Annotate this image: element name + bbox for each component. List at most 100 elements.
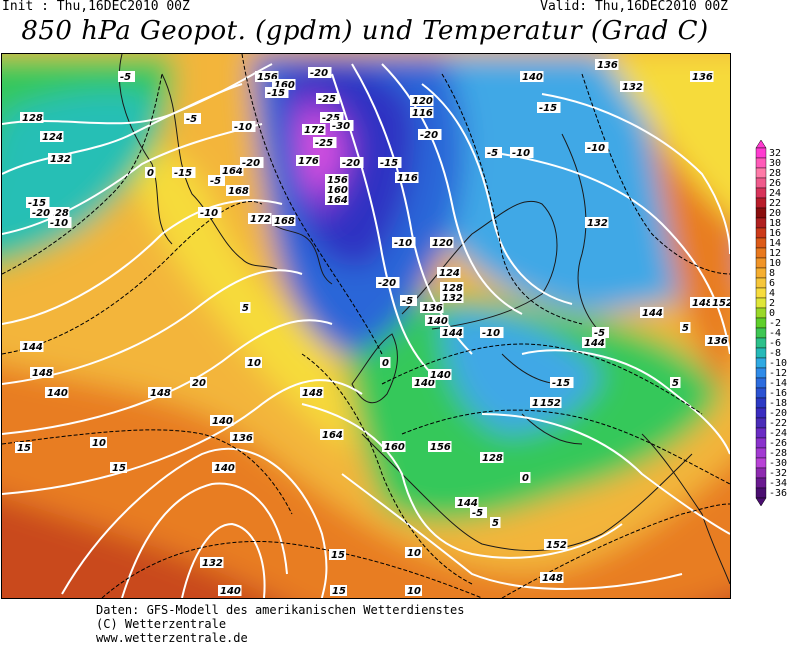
- temperature-label: 5: [490, 517, 501, 529]
- height-label-text: 152: [546, 540, 567, 551]
- temperature-label-bg: [405, 547, 422, 558]
- height-label-text: 152: [540, 398, 561, 409]
- isotherm-line: [2, 200, 263, 355]
- height-label-text: 156: [327, 175, 348, 186]
- legend-swatch: [755, 197, 767, 209]
- height-label-text: 132: [442, 293, 463, 304]
- temperature-label-bg: [240, 157, 264, 168]
- height-label: 156: [325, 174, 349, 186]
- height-label: 168: [272, 215, 296, 227]
- temperature-label: -5: [118, 71, 135, 83]
- legend-label: -6: [769, 338, 781, 349]
- temperature-label-text: 15: [331, 550, 345, 561]
- field-yellow-east: [602, 54, 730, 218]
- isohypse-line: [2, 379, 363, 495]
- legend-label: 32: [769, 148, 781, 159]
- temperature-label: 10: [405, 547, 422, 559]
- height-label-bg: [540, 572, 564, 583]
- height-label-text: 176: [298, 156, 319, 167]
- legend-label: -22: [769, 418, 787, 429]
- legend-swatch: [755, 257, 767, 269]
- temperature-label-bg: [30, 207, 54, 218]
- isohypse-line: [2, 123, 263, 235]
- temperature-label-text: -5: [487, 148, 498, 159]
- height-label-text: 164: [322, 430, 343, 441]
- legend-swatch: [755, 147, 767, 159]
- height-label-text: 132: [202, 558, 223, 569]
- height-label-text: 144: [584, 338, 605, 349]
- height-label-bg: [325, 174, 349, 185]
- temperature-label: -10: [510, 147, 534, 159]
- height-label: 136: [690, 71, 714, 83]
- legend-label: 4: [769, 288, 775, 299]
- height-label-text: 148: [150, 388, 171, 399]
- temperature-label-text: -5: [120, 72, 131, 83]
- temperature-label: 0: [380, 357, 391, 369]
- height-label: 156: [428, 441, 452, 453]
- temperature-label-bg: [118, 71, 135, 82]
- legend-swatch: [755, 217, 767, 229]
- temperature-label-text: -20: [342, 158, 360, 169]
- height-label: 116: [410, 107, 434, 119]
- temperature-label: -5: [470, 507, 487, 519]
- height-label: 140: [520, 71, 544, 83]
- isohypse-line: [421, 83, 573, 305]
- height-label: 160: [382, 441, 406, 453]
- coast-british-isles: [351, 333, 398, 404]
- legend-label: 16: [769, 228, 781, 239]
- height-label: 132: [620, 81, 644, 93]
- legend-arrow-top: [755, 139, 767, 149]
- height-label-bg: [296, 155, 320, 166]
- height-label: 120: [430, 237, 454, 249]
- temperature-label-bg: [330, 120, 354, 131]
- height-label-text: 140: [414, 378, 435, 389]
- temperature-label-bg: [520, 472, 531, 483]
- height-label: 124: [40, 131, 64, 143]
- legend-swatch: [755, 357, 767, 369]
- legend-label: 2: [769, 298, 775, 309]
- height-label-bg: [40, 131, 64, 142]
- height-label-text: 120: [412, 96, 433, 107]
- coast-black-sea: [641, 433, 730, 585]
- height-label: 136: [230, 432, 254, 444]
- isohypse-line: [481, 413, 730, 535]
- temperature-label-text: -20: [32, 208, 50, 219]
- height-label: 176: [296, 155, 320, 167]
- temperature-label: -25: [316, 93, 340, 105]
- height-label-text: 156: [430, 442, 451, 453]
- temperature-label-text: -15: [174, 168, 192, 179]
- height-label-bg: [218, 585, 242, 596]
- height-label: 140: [210, 415, 234, 427]
- temperature-label-text: 10: [407, 586, 421, 597]
- isotherm-line: [2, 429, 293, 515]
- temperature-label-text: 10: [407, 548, 421, 559]
- height-label: 160: [272, 79, 296, 91]
- height-label-bg: [455, 497, 479, 508]
- legend-label: -20: [769, 408, 787, 419]
- temperature-label-bg: [670, 377, 681, 388]
- temperature-label-bg: [232, 121, 256, 132]
- temperature-label: -5: [400, 295, 417, 307]
- height-label: 144: [440, 327, 464, 339]
- temperature-label-bg: [376, 277, 400, 288]
- legend-label: -2: [769, 318, 781, 329]
- legend-label: -14: [769, 378, 787, 389]
- temperature-label-bg: [208, 175, 225, 186]
- height-label-text: 140: [47, 388, 68, 399]
- height-label: 132: [200, 557, 224, 569]
- isotherm-line: [241, 54, 383, 355]
- temperature-label-text: 15: [17, 443, 31, 454]
- temperature-label: 15: [330, 585, 347, 597]
- temperature-label: -5: [208, 175, 225, 187]
- height-label-bg: [544, 539, 568, 550]
- legend-label: -34: [769, 478, 787, 489]
- height-label-text: 136: [232, 433, 253, 444]
- legend-swatch: [755, 477, 767, 489]
- height-label-bg: [46, 207, 70, 218]
- isohypse-line: [2, 83, 243, 175]
- legend-swatch: [755, 337, 767, 349]
- height-label-bg: [428, 369, 452, 380]
- temperature-label-bg: [240, 302, 251, 313]
- legend-label: 18: [769, 218, 781, 229]
- height-label-bg: [690, 297, 714, 308]
